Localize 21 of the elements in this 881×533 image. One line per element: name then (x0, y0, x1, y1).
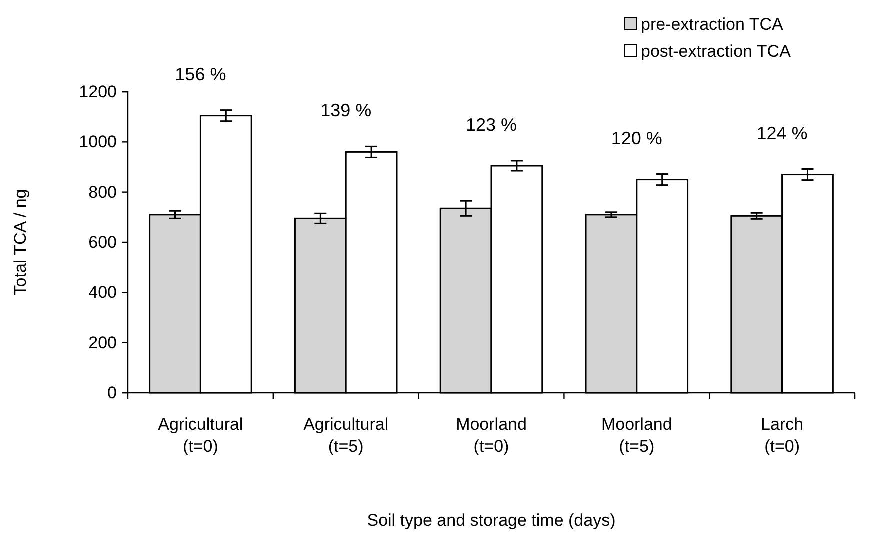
x-tick-label: Moorland (t=5) (601, 415, 672, 456)
x-tick-label: Agricultural (t=0) (158, 415, 244, 456)
y-tick-label: 0 (108, 383, 117, 402)
x-tick-label: Larch (t=0) (761, 415, 804, 456)
legend-label: post-extraction TCA (641, 42, 792, 61)
annotation: 139 % (320, 100, 372, 121)
y-tick-label: 1200 (79, 82, 117, 102)
y-axis-title: Total TCA / ng (11, 189, 30, 296)
x-axis-title: Soil type and storage time (days) (367, 511, 616, 530)
annotation: 120 % (611, 128, 662, 148)
y-tick-label: 800 (88, 182, 117, 202)
legend-label: pre-extraction TCA (641, 15, 784, 34)
y-tick-label: 1000 (79, 132, 117, 152)
text: 156 % (175, 64, 226, 84)
y-tick-label: 200 (88, 333, 117, 352)
annotation: 124 % (756, 123, 808, 144)
y-tick-label: 400 (88, 283, 117, 302)
annotation: 123 % (466, 114, 518, 135)
x-tick-label: Moorland (t=0) (456, 415, 527, 456)
y-tick-label: 600 (88, 232, 117, 252)
x-tick-label: Agricultural (t=5) (304, 415, 389, 456)
